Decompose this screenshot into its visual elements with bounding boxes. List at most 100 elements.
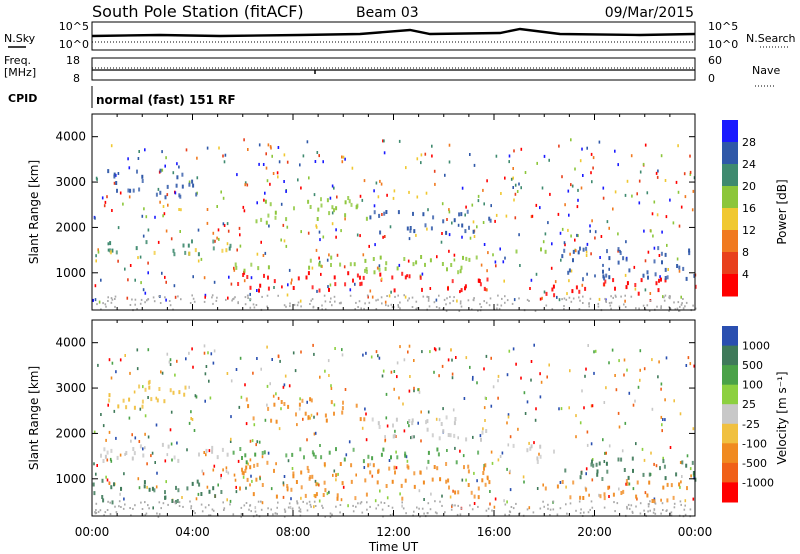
data-cell	[670, 483, 673, 488]
data-cell	[175, 485, 177, 490]
data-pixel	[106, 458, 109, 462]
data-cell	[485, 429, 488, 433]
ground-scatter-pixel	[669, 308, 672, 311]
data-cell	[601, 477, 604, 481]
data-pixel	[332, 473, 334, 477]
data-pixel	[344, 217, 346, 221]
data-cell	[109, 250, 112, 255]
data-pixel	[396, 375, 398, 379]
ground-scatter-pixel	[111, 298, 114, 301]
data-cell	[343, 457, 346, 462]
data-pixel	[252, 371, 254, 375]
data-pixel	[621, 449, 624, 453]
ground-scatter-pixel	[321, 304, 323, 307]
data-pixel	[618, 425, 621, 429]
data-cell	[409, 228, 412, 233]
data-cell	[115, 250, 118, 255]
ground-scatter-pixel	[433, 301, 436, 304]
data-pixel	[395, 450, 397, 454]
data-pixel	[585, 472, 587, 476]
data-cell	[132, 447, 135, 451]
data-cell	[221, 248, 224, 253]
data-pixel	[590, 404, 593, 408]
nave-tick-top: 60	[708, 54, 722, 67]
data-cell	[363, 417, 366, 422]
data-pixel	[320, 264, 322, 268]
ground-scatter-pixel	[504, 503, 507, 506]
data-cell	[602, 269, 604, 274]
ground-scatter-pixel	[110, 301, 113, 304]
data-pixel	[495, 264, 497, 268]
data-pixel	[133, 390, 136, 394]
colorbar-segment	[722, 142, 738, 165]
data-pixel	[277, 396, 280, 400]
freq-tick-bottom: 8	[73, 72, 80, 85]
ground-scatter-pixel	[441, 504, 443, 507]
data-cell	[110, 448, 113, 453]
ground-scatter-pixel	[355, 505, 357, 508]
data-pixel	[454, 446, 456, 450]
data-pixel	[489, 502, 491, 506]
data-pixel	[386, 496, 389, 500]
ground-scatter-pixel	[277, 294, 279, 297]
data-cell	[602, 282, 605, 287]
ground-scatter-pixel	[454, 504, 456, 507]
data-pixel	[550, 266, 553, 270]
data-pixel	[347, 504, 349, 508]
data-cell	[457, 270, 460, 275]
data-cell	[553, 293, 556, 298]
ground-scatter-pixel	[563, 305, 565, 307]
ground-scatter-pixel	[381, 508, 384, 511]
data-cell	[309, 475, 312, 479]
data-pixel	[617, 411, 620, 415]
data-pixel	[246, 183, 249, 187]
data-pixel	[313, 494, 316, 497]
data-pixel	[464, 213, 466, 217]
ground-scatter-pixel	[578, 500, 581, 503]
data-pixel	[690, 474, 692, 478]
ground-scatter-pixel	[610, 301, 613, 304]
data-pixel	[624, 299, 626, 303]
ground-scatter-pixel	[95, 502, 98, 505]
data-pixel	[669, 198, 671, 202]
data-pixel	[592, 156, 595, 160]
data-pixel	[653, 497, 656, 501]
ground-scatter-pixel	[306, 502, 308, 505]
data-pixel	[677, 190, 680, 194]
data-pixel	[433, 169, 436, 173]
data-cell	[245, 460, 248, 465]
data-pixel	[208, 379, 210, 383]
ground-scatter-pixel	[663, 296, 665, 299]
data-pixel	[299, 397, 301, 401]
data-cell	[378, 213, 381, 218]
data-pixel	[685, 364, 688, 367]
data-pixel	[482, 427, 484, 431]
ground-scatter-pixel	[639, 512, 642, 515]
data-cell	[197, 252, 200, 257]
data-pixel	[341, 155, 343, 159]
data-pixel	[157, 187, 160, 191]
data-pixel	[290, 497, 292, 501]
data-cell	[330, 255, 333, 260]
data-cell	[242, 273, 245, 277]
data-pixel	[638, 201, 641, 205]
ground-scatter-pixel	[375, 308, 378, 310]
colorbar-segment	[722, 384, 738, 405]
data-pixel	[156, 471, 158, 475]
data-pixel	[594, 274, 596, 278]
ground-scatter-pixel	[363, 307, 365, 310]
data-pixel	[559, 481, 562, 484]
data-cell	[306, 465, 309, 470]
data-cell	[688, 251, 691, 256]
data-pixel	[433, 370, 435, 374]
ground-scatter-pixel	[608, 302, 611, 304]
data-cell	[377, 469, 380, 474]
data-cell	[339, 262, 342, 267]
data-pixel	[535, 407, 537, 411]
data-pixel	[206, 485, 209, 489]
data-cell	[447, 478, 450, 483]
ground-scatter-pixel	[182, 505, 184, 508]
data-pixel	[436, 255, 438, 259]
data-pixel	[500, 192, 502, 195]
data-pixel	[461, 186, 464, 190]
